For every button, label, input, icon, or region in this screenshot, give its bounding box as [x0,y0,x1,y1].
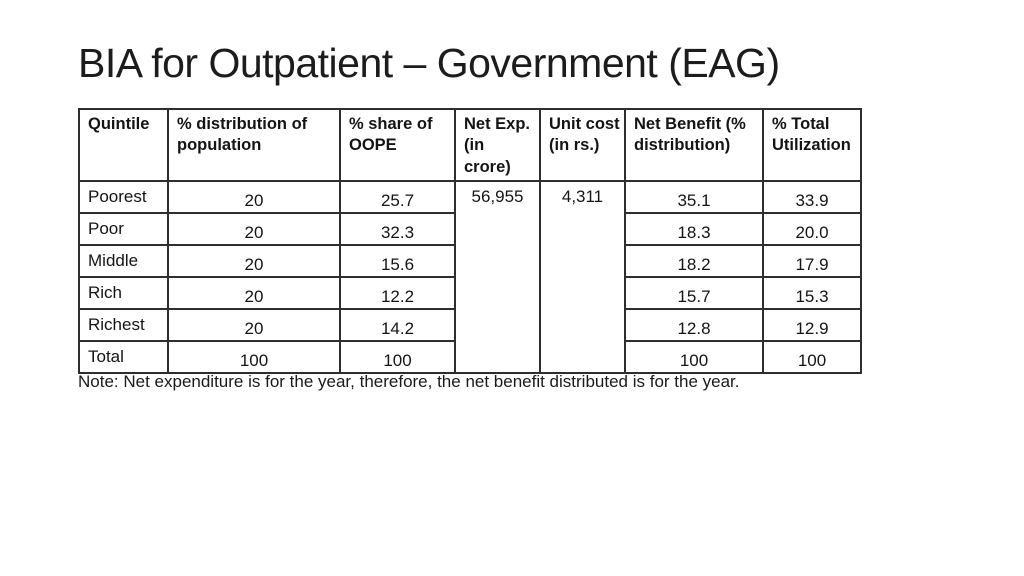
col-header-population-distribution: % distribution of population [167,107,341,183]
cell-oope-share: 25.7 [339,180,456,215]
cell-total-utilization: 33.9 [762,180,862,215]
table-row-richest: Richest 20 14.2 12.8 12.9 [78,308,862,343]
cell-total-utilization: 12.9 [762,308,862,343]
cell-quintile: Poorest [78,180,169,215]
cell-oope-share: 32.3 [339,212,456,247]
cell-net-benefit: 15.7 [624,276,764,311]
cell-oope-share: 14.2 [339,308,456,343]
col-header-net-benefit: Net Benefit (% distribution) [624,107,764,183]
cell-quintile: Richest [78,308,169,343]
table-row-poor: Poor 20 32.3 18.3 20.0 [78,212,862,247]
cell-total-utilization: 15.3 [762,276,862,311]
cell-net-benefit: 18.3 [624,212,764,247]
bia-table: Quintile % distribution of population % … [78,107,862,375]
slide-note: Note: Net expenditure is for the year, t… [78,372,740,391]
cell-population: 20 [167,212,341,247]
slide-title: BIA for Outpatient – Government (EAG) [78,40,780,86]
col-header-unit-cost: Unit cost (in rs.) [539,107,626,183]
table-row-poorest: Poorest 20 25.7 56,955 4,311 35.1 33.9 [78,180,862,375]
cell-total-utilization: 100 [762,340,862,375]
cell-oope-share: 15.6 [339,244,456,279]
col-header-oope-share: % share of OOPE [339,107,456,183]
cell-quintile: Total [78,340,169,375]
cell-net-benefit: 12.8 [624,308,764,343]
cell-unit-cost-merged: 4,311 [539,180,626,375]
cell-population: 20 [167,180,341,215]
cell-total-utilization: 17.9 [762,244,862,279]
cell-quintile: Poor [78,212,169,247]
cell-quintile: Middle [78,244,169,279]
table-row-rich: Rich 20 12.2 15.7 15.3 [78,276,862,311]
cell-population: 100 [167,340,341,375]
cell-oope-share: 100 [339,340,456,375]
cell-net-benefit: 35.1 [624,180,764,215]
cell-net-benefit: 18.2 [624,244,764,279]
table-header-row: Quintile % distribution of population % … [78,107,862,183]
cell-net-benefit: 100 [624,340,764,375]
cell-oope-share: 12.2 [339,276,456,311]
col-header-total-utilization: % Total Utilization [762,107,862,183]
col-header-quintile: Quintile [78,107,169,183]
cell-population: 20 [167,308,341,343]
cell-total-utilization: 20.0 [762,212,862,247]
col-header-net-exp: Net Exp. (in crore) [454,107,541,183]
table-row-total: Total 100 100 100 100 [78,340,862,375]
cell-population: 20 [167,276,341,311]
cell-net-exp-merged: 56,955 [454,180,541,375]
table-row-middle: Middle 20 15.6 18.2 17.9 [78,244,862,279]
cell-quintile: Rich [78,276,169,311]
cell-population: 20 [167,244,341,279]
